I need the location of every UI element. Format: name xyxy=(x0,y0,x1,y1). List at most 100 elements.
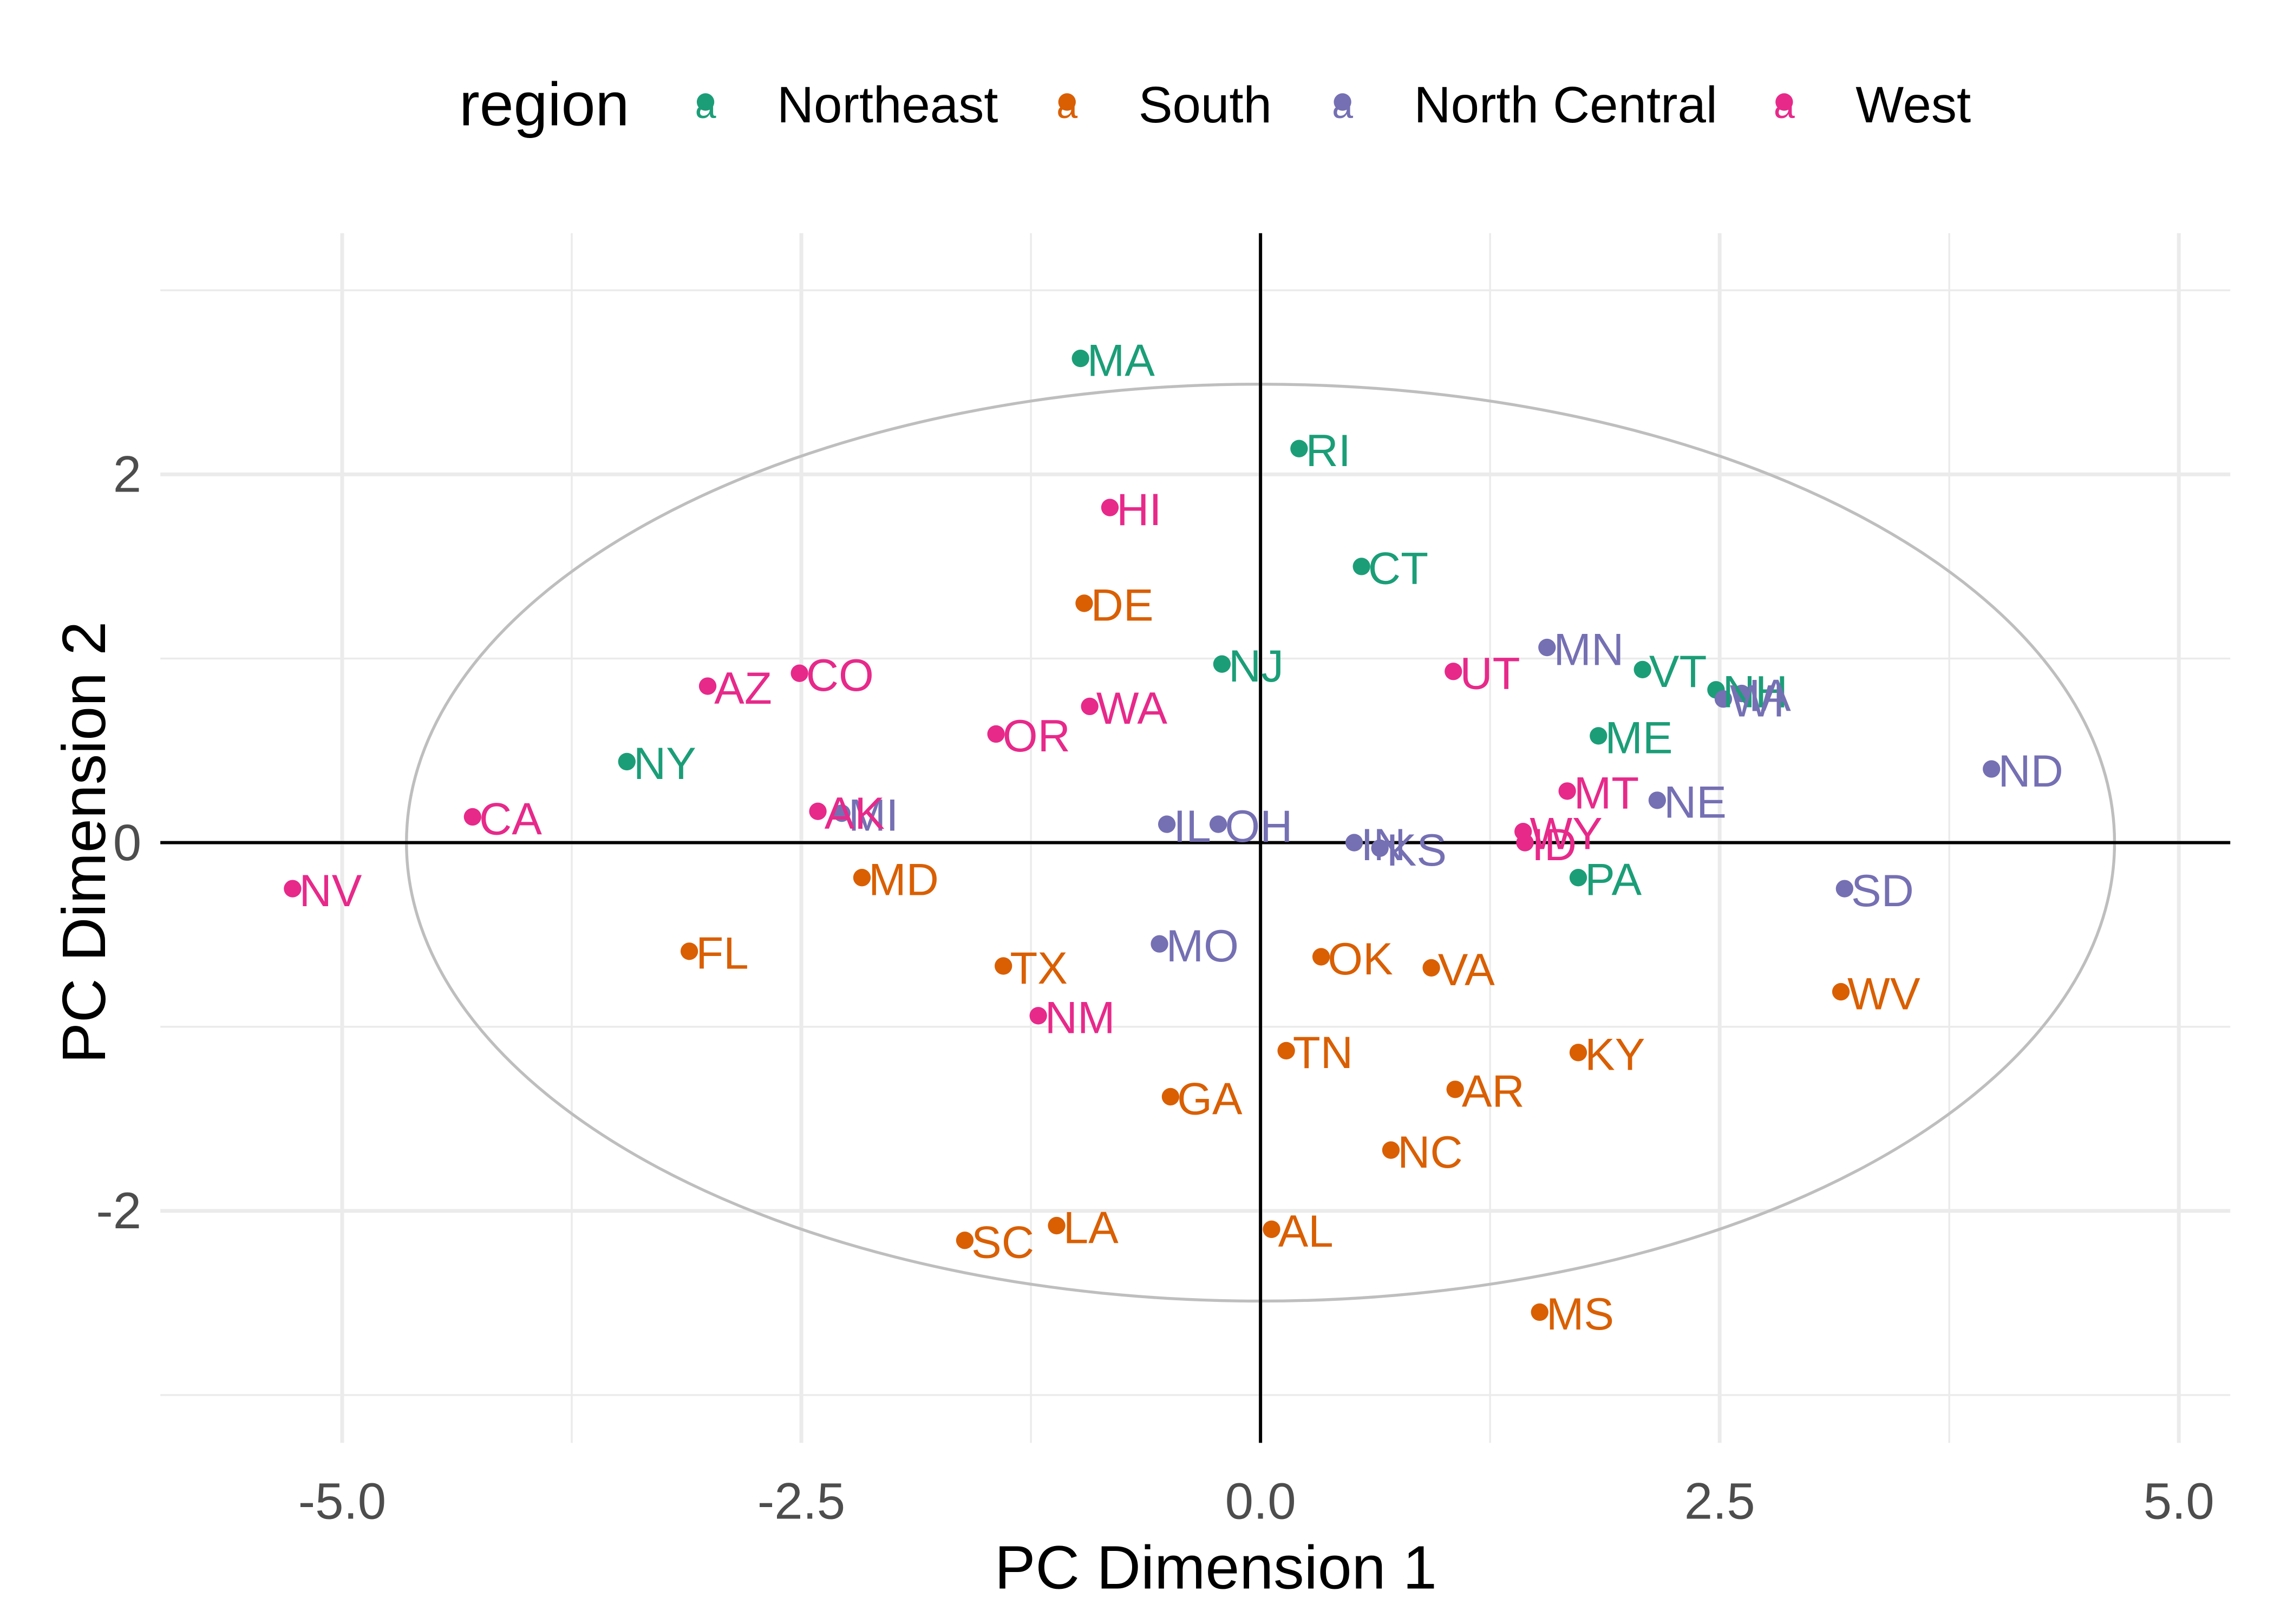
point-label-pa: PA xyxy=(1585,854,1642,905)
point-label-nv: NV xyxy=(299,865,362,916)
point-label-ga: GA xyxy=(1177,1073,1243,1124)
point-label-sc: SC xyxy=(971,1217,1034,1268)
point-me xyxy=(1590,727,1608,745)
point-nm xyxy=(1029,1007,1047,1025)
point-wa xyxy=(1081,697,1099,716)
point-label-sd: SD xyxy=(1851,865,1914,916)
point-ky xyxy=(1569,1044,1587,1062)
point-il xyxy=(1158,815,1176,833)
point-label-or: OR xyxy=(1003,710,1070,761)
x-tick-label: 2.5 xyxy=(1684,1472,1755,1529)
point-in xyxy=(1345,834,1363,852)
x-tick-label: 5.0 xyxy=(2144,1472,2214,1529)
x-tick-label: -2.5 xyxy=(757,1472,845,1529)
point-mt xyxy=(1558,782,1576,800)
point-ne xyxy=(1648,791,1666,809)
legend-item-northeast: aNortheast xyxy=(695,76,998,133)
point-nj xyxy=(1213,655,1231,673)
point-sd xyxy=(1835,880,1854,898)
point-label-nj: NJ xyxy=(1229,640,1284,691)
point-ia xyxy=(1733,684,1751,703)
point-ks xyxy=(1371,839,1389,857)
y-axis: -2 0 2 xyxy=(96,446,141,1239)
reference-lines xyxy=(160,233,2231,1443)
point-label-nh: NH xyxy=(1723,666,1788,717)
y-axis-title: PC Dimension 2 xyxy=(50,621,118,1064)
point-label-fl: FL xyxy=(696,928,748,979)
point-ct xyxy=(1352,558,1370,575)
point-label-wi: WI xyxy=(1730,676,1785,726)
point-label-wy: WY xyxy=(1530,808,1602,859)
point-mn xyxy=(1538,638,1556,657)
point-label-ri: RI xyxy=(1305,425,1350,476)
point-ar xyxy=(1446,1081,1464,1098)
y-tick-label: 2 xyxy=(113,446,141,503)
point-label-ct: CT xyxy=(1368,543,1428,594)
legend-label: South xyxy=(1139,76,1272,133)
legend-label: North Central xyxy=(1414,76,1717,133)
point-tx xyxy=(995,957,1012,975)
point-label-ky: KY xyxy=(1585,1029,1645,1080)
point-az xyxy=(698,677,717,695)
x-tick-label: 0.0 xyxy=(1225,1472,1296,1529)
points xyxy=(284,349,2001,1321)
point-label-wa: WA xyxy=(1096,683,1168,734)
point-label-id: ID xyxy=(1532,819,1577,870)
point-label-vt: VT xyxy=(1649,646,1707,697)
point-ga xyxy=(1161,1088,1180,1106)
point-label-nm: NM xyxy=(1045,992,1115,1043)
point-label-al: AL xyxy=(1278,1206,1334,1256)
point-label-ia: IA xyxy=(1748,670,1791,721)
point-vt xyxy=(1633,660,1651,679)
point-la xyxy=(1048,1216,1066,1235)
point-or xyxy=(987,725,1005,743)
legend: region aNortheast aSouth aNorth Central aWe… xyxy=(459,70,1971,139)
point-wy xyxy=(1514,823,1532,841)
point-sc xyxy=(956,1232,974,1249)
point-wv xyxy=(1832,983,1850,1001)
point-label-nc: NC xyxy=(1397,1127,1463,1177)
x-axis: -5.0 -2.5 0.0 2.5 5.0 xyxy=(298,1472,2214,1529)
legend-key-point xyxy=(1334,93,1351,111)
point-label-tx: TX xyxy=(1010,942,1068,993)
legend-item-north-central: aNorth Central xyxy=(1332,76,1717,133)
point-pa xyxy=(1569,869,1587,887)
point-fl xyxy=(680,942,698,960)
point-label-ut: UT xyxy=(1460,648,1520,699)
point-label-ms: MS xyxy=(1546,1288,1614,1339)
point-label-mo: MO xyxy=(1166,920,1239,971)
point-label-oh: OH xyxy=(1225,801,1292,852)
x-axis-title: PC Dimension 1 xyxy=(995,1534,1437,1602)
point-label-va: VA xyxy=(1438,944,1495,995)
legend-label: West xyxy=(1855,76,1971,133)
y-tick-label: 0 xyxy=(113,814,141,871)
legend-title: region xyxy=(459,70,629,139)
point-nc xyxy=(1382,1141,1400,1159)
point-nd xyxy=(1983,760,2001,778)
point-nv xyxy=(284,880,302,898)
point-label-il: IL xyxy=(1173,801,1211,852)
point-label-mn: MN xyxy=(1553,624,1624,675)
legend-item-south: aSouth xyxy=(1056,76,1272,133)
point-label-hi: HI xyxy=(1116,484,1161,535)
point-ms xyxy=(1531,1303,1548,1321)
point-label-me: ME xyxy=(1605,712,1672,763)
point-label-ca: CA xyxy=(479,793,542,844)
legend-item-west: aWest xyxy=(1774,76,1971,133)
point-label-ks: KS xyxy=(1387,824,1447,875)
point-label-in: IN xyxy=(1361,819,1406,870)
point-label-de: DE xyxy=(1091,580,1154,631)
point-ma xyxy=(1071,349,1089,368)
point-label-tn: TN xyxy=(1293,1027,1353,1078)
point-ut xyxy=(1445,663,1462,680)
point-ak xyxy=(809,802,827,820)
point-al xyxy=(1263,1220,1280,1238)
legend-key-point xyxy=(1775,93,1793,111)
legend-label: Northeast xyxy=(777,76,998,133)
point-label-mt: MT xyxy=(1574,768,1639,818)
point-label-la: LA xyxy=(1063,1202,1119,1253)
point-label-ak: AK xyxy=(825,788,885,839)
point-ca xyxy=(463,808,481,826)
